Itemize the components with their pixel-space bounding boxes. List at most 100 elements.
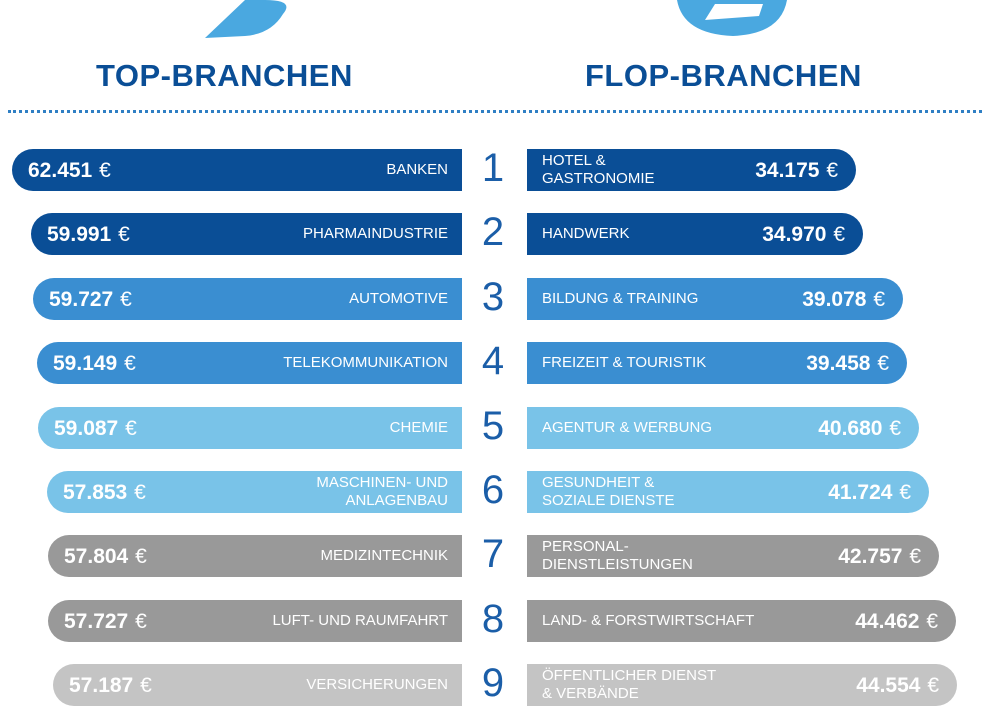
flop-bar-label: FREIZEIT & TOURISTIK xyxy=(542,354,707,371)
top-bar: 59.991 € PHARMAINDUSTRIE xyxy=(31,213,462,255)
flop-bar: AGENTUR & WERBUNG 40.680 € xyxy=(527,407,919,449)
top-bar-value: 57.727 € xyxy=(64,600,147,642)
top-bar-value-number: 57.187 xyxy=(69,674,134,697)
rank-number: 8 xyxy=(481,597,505,641)
flop-bar-value-number: 34.970 xyxy=(762,223,827,246)
rank-number: 1 xyxy=(481,146,505,190)
flop-bar-value: 39.458 € xyxy=(806,342,889,384)
euro-sign: € xyxy=(927,674,939,697)
thumbs-down-icon xyxy=(677,0,787,36)
flop-bar-value: 42.757 € xyxy=(838,535,921,577)
euro-sign: € xyxy=(833,223,845,246)
flop-bar-label: HOTEL & GASTRONOMIE xyxy=(542,152,655,187)
flop-bar-value-number: 39.078 xyxy=(802,288,867,311)
top-bar-value: 57.804 € xyxy=(64,535,147,577)
flop-bar: PERSONAL- DIENSTLEISTUNGEN 42.757 € xyxy=(527,535,939,577)
top-bar: 57.853 € MASCHINEN- UND ANLAGENBAU xyxy=(47,471,462,513)
top-bar: 59.727 € AUTOMOTIVE xyxy=(33,278,462,320)
flop-bar-value-number: 40.680 xyxy=(818,417,883,440)
top-bar-value-number: 59.149 xyxy=(53,352,118,375)
top-bar-value-number: 57.853 xyxy=(63,481,128,504)
top-bar: 62.451 € BANKEN xyxy=(12,149,462,191)
euro-sign: € xyxy=(909,545,921,568)
top-bar: 59.087 € CHEMIE xyxy=(38,407,462,449)
euro-sign: € xyxy=(99,159,111,182)
flop-bar-label: PERSONAL- DIENSTLEISTUNGEN xyxy=(542,538,693,573)
top-bar-value: 59.727 € xyxy=(49,278,132,320)
top-bar-label: MEDIZINTECHNIK xyxy=(320,547,449,564)
flop-bar: LAND- & FORSTWIRTSCHAFT 44.462 € xyxy=(527,600,956,642)
top-bar-value: 62.451 € xyxy=(28,149,111,191)
top-bar-label: VERSICHERUNGEN xyxy=(306,676,448,693)
top-bar-value-number: 59.727 xyxy=(49,288,114,311)
flop-bar: FREIZEIT & TOURISTIK 39.458 € xyxy=(527,342,907,384)
top-bar-value-number: 59.991 xyxy=(47,223,112,246)
top-bar-label: AUTOMOTIVE xyxy=(349,290,448,307)
top-bar-value: 59.991 € xyxy=(47,213,130,255)
flop-bar-label: ÖFFENTLICHER DIENST & VERBÄNDE xyxy=(542,667,717,702)
flop-bar-value-number: 39.458 xyxy=(806,352,871,375)
flop-bar-value: 44.462 € xyxy=(855,600,938,642)
flop-bar-label: HANDWERK xyxy=(542,225,630,242)
euro-sign: € xyxy=(826,159,838,182)
flop-bar-value-number: 42.757 xyxy=(838,545,903,568)
top-bar: 59.149 € TELEKOMMUNIKATION xyxy=(37,342,462,384)
flop-bar-label: AGENTUR & WERBUNG xyxy=(542,419,713,436)
flop-bar: BILDUNG & TRAINING 39.078 € xyxy=(527,278,903,320)
flop-bar-value: 34.970 € xyxy=(762,213,845,255)
flop-bar-label: GESUNDHEIT & SOZIALE DIENSTE xyxy=(542,474,675,509)
top-bar: 57.187 € VERSICHERUNGEN xyxy=(53,664,462,706)
flop-bar-value: 34.175 € xyxy=(755,149,838,191)
flop-bar-value-number: 44.462 xyxy=(855,610,920,633)
top-bar-value-number: 57.804 xyxy=(64,545,129,568)
rank-number: 5 xyxy=(481,404,505,448)
rank-number: 3 xyxy=(481,275,505,319)
top-bar-label: LUFT- UND RAUMFAHRT xyxy=(272,612,448,629)
top-bar: 57.727 € LUFT- UND RAUMFAHRT xyxy=(48,600,462,642)
top-bar-label: MASCHINEN- UND ANLAGENBAU xyxy=(316,474,448,509)
flop-branchen-heading: FLOP-BRANCHEN xyxy=(585,58,862,93)
top-bar-value-number: 62.451 xyxy=(28,159,93,182)
euro-sign: € xyxy=(889,417,901,440)
top-bar-label: PHARMAINDUSTRIE xyxy=(302,225,448,242)
flop-bar-label: LAND- & FORSTWIRTSCHAFT xyxy=(542,612,755,629)
euro-sign: € xyxy=(873,288,885,311)
top-bar: 57.804 € MEDIZINTECHNIK xyxy=(48,535,462,577)
rank-number: 4 xyxy=(481,339,505,383)
euro-sign: € xyxy=(877,352,889,375)
flop-bar-label: BILDUNG & TRAINING xyxy=(542,290,699,307)
top-bar-value-number: 59.087 xyxy=(54,417,119,440)
thumbs-up-icon xyxy=(205,0,287,38)
flop-bar-value: 44.554 € xyxy=(856,664,939,706)
flop-bar-value: 41.724 € xyxy=(828,471,911,513)
euro-sign: € xyxy=(125,417,137,440)
top-bar-value: 57.187 € xyxy=(69,664,152,706)
flop-bar-value: 39.078 € xyxy=(802,278,885,320)
flop-bar: HANDWERK 34.970 € xyxy=(527,213,863,255)
top-bar-value: 59.087 € xyxy=(54,407,137,449)
top-bar-value: 57.853 € xyxy=(63,471,146,513)
rank-number: 2 xyxy=(481,210,505,254)
euro-sign: € xyxy=(899,481,911,504)
euro-sign: € xyxy=(124,352,136,375)
dotted-divider xyxy=(8,110,982,113)
top-bar-label: BANKEN xyxy=(386,161,448,178)
euro-sign: € xyxy=(135,610,147,633)
flop-bar-value-number: 34.175 xyxy=(755,159,820,182)
rank-number: 6 xyxy=(481,468,505,512)
flop-bar: HOTEL & GASTRONOMIE 34.175 € xyxy=(527,149,856,191)
top-bar-label: TELEKOMMUNIKATION xyxy=(283,354,448,371)
top-bar-value: 59.149 € xyxy=(53,342,136,384)
top-bar-label: CHEMIE xyxy=(389,419,448,436)
top-bar-value-number: 57.727 xyxy=(64,610,129,633)
flop-bar-value-number: 44.554 xyxy=(856,674,921,697)
euro-sign: € xyxy=(140,674,152,697)
euro-sign: € xyxy=(135,545,147,568)
flop-bar-value-number: 41.724 xyxy=(828,481,893,504)
flop-bar: GESUNDHEIT & SOZIALE DIENSTE 41.724 € xyxy=(527,471,929,513)
euro-sign: € xyxy=(120,288,132,311)
euro-sign: € xyxy=(134,481,146,504)
euro-sign: € xyxy=(118,223,130,246)
euro-sign: € xyxy=(926,610,938,633)
flop-bar-value: 40.680 € xyxy=(818,407,901,449)
